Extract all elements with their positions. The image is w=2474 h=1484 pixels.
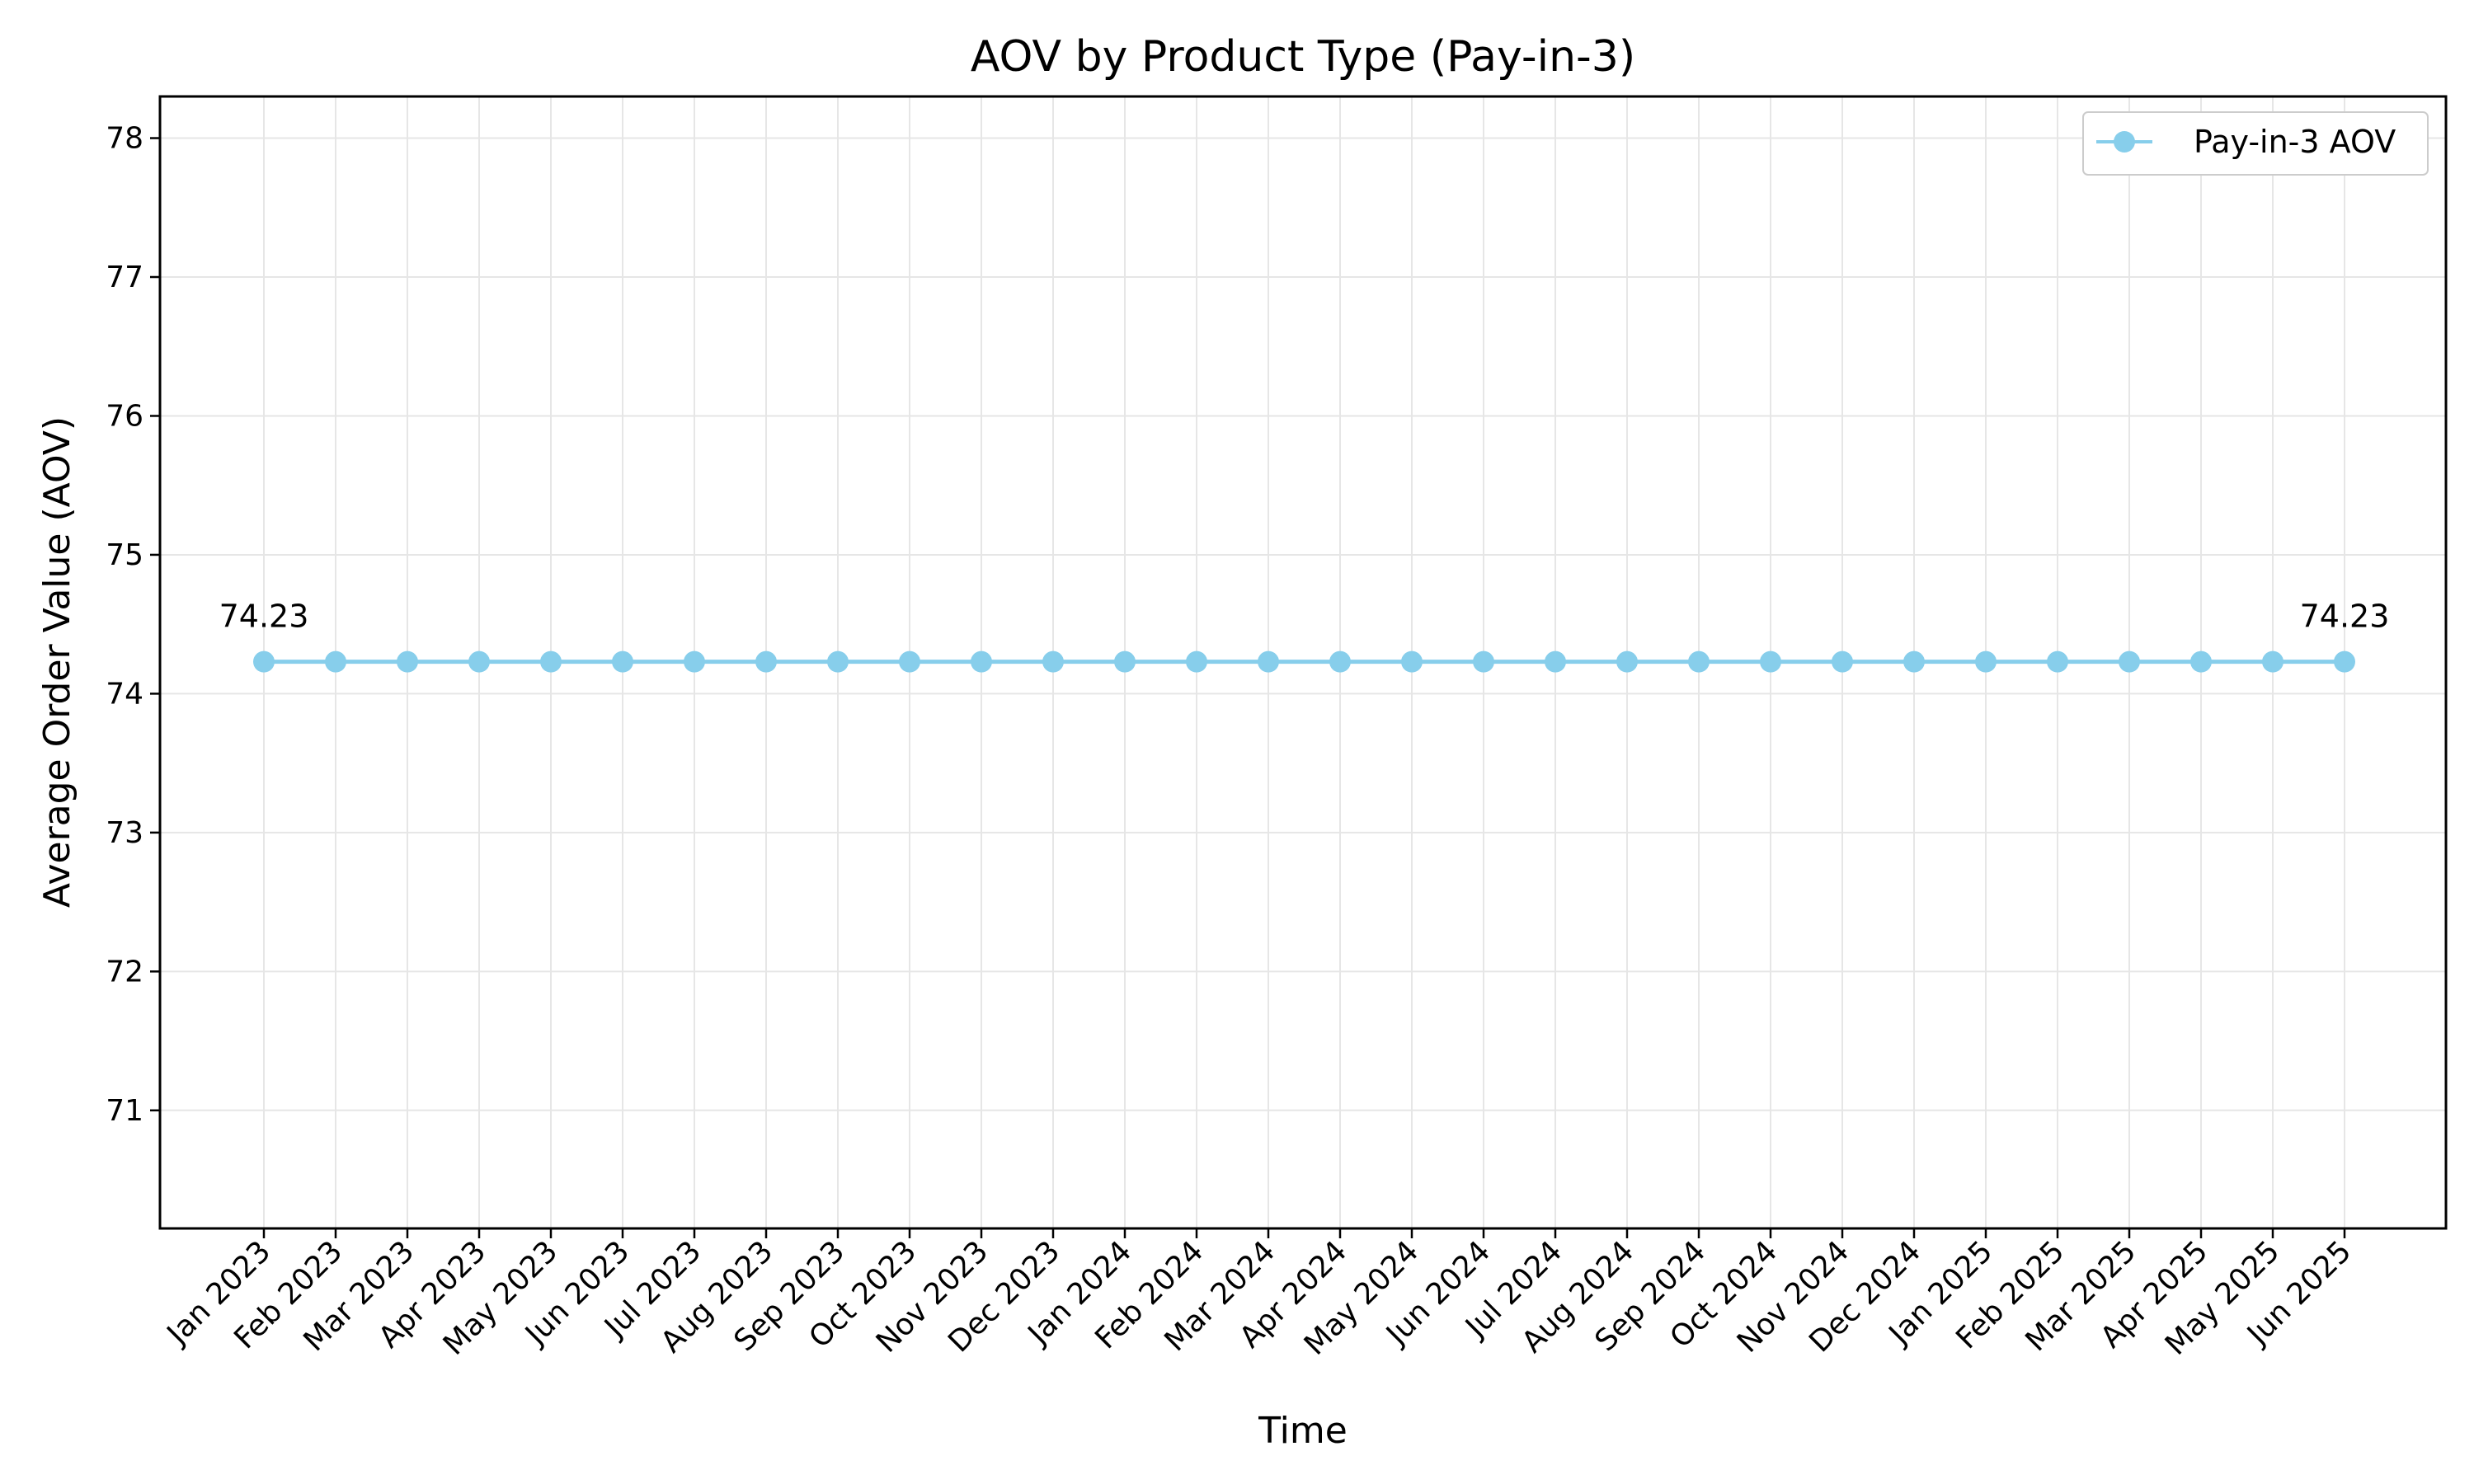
data-point	[540, 650, 562, 673]
data-point	[2334, 650, 2355, 673]
data-point	[2262, 650, 2284, 673]
data-point	[468, 650, 490, 673]
series-layer	[253, 650, 2355, 673]
data-point	[612, 650, 633, 673]
legend: Pay-in-3 AOV	[2082, 111, 2429, 176]
data-point	[1186, 650, 1207, 673]
data-point	[1258, 650, 1279, 673]
y-axis-label: Average Order Value (AOV)	[36, 416, 78, 908]
legend-label: Pay-in-3 AOV	[2194, 124, 2396, 160]
y-tick-label: 76	[106, 399, 143, 433]
data-point	[899, 650, 920, 673]
data-point	[325, 650, 346, 673]
data-point	[397, 650, 418, 673]
y-tick-label: 71	[106, 1094, 143, 1128]
data-point	[2190, 650, 2212, 673]
data-point	[1760, 650, 1781, 673]
data-point	[1329, 650, 1351, 673]
data-point	[1545, 650, 1566, 673]
chart-title: AOV by Product Type (Pay-in-3)	[971, 32, 1635, 82]
data-point	[1975, 650, 1997, 673]
legend-dot-marker	[2114, 131, 2135, 153]
y-tick-label: 78	[106, 122, 143, 156]
data-point	[2119, 650, 2140, 673]
legend-box	[2082, 111, 2429, 176]
data-point	[827, 650, 849, 673]
data-point	[684, 650, 705, 673]
data-point	[1114, 650, 1136, 673]
y-tick-label: 73	[106, 816, 143, 850]
data-label: 74.23	[2300, 599, 2390, 635]
data-point	[1688, 650, 1710, 673]
data-point	[1473, 650, 1494, 673]
data-label: 74.23	[219, 599, 309, 635]
data-point	[971, 650, 992, 673]
data-point	[755, 650, 777, 673]
plot-frame	[158, 95, 2448, 1230]
data-point	[1616, 650, 1638, 673]
data-point	[253, 650, 275, 673]
data-point	[1042, 650, 1064, 673]
x-axis-label: Time	[1258, 1410, 1348, 1452]
y-tick-label: 74	[106, 677, 143, 711]
data-point	[2047, 650, 2068, 673]
y-tick-label: 72	[106, 955, 143, 989]
y-axis: 71 72 73 74 75 76 77 78	[106, 122, 160, 1128]
y-tick-label: 77	[106, 261, 143, 294]
data-point	[1401, 650, 1423, 673]
data-point	[1832, 650, 1853, 673]
y-tick-label: 75	[106, 538, 143, 572]
data-point	[1903, 650, 1925, 673]
data-labels: 74.23 74.23	[219, 599, 2390, 635]
